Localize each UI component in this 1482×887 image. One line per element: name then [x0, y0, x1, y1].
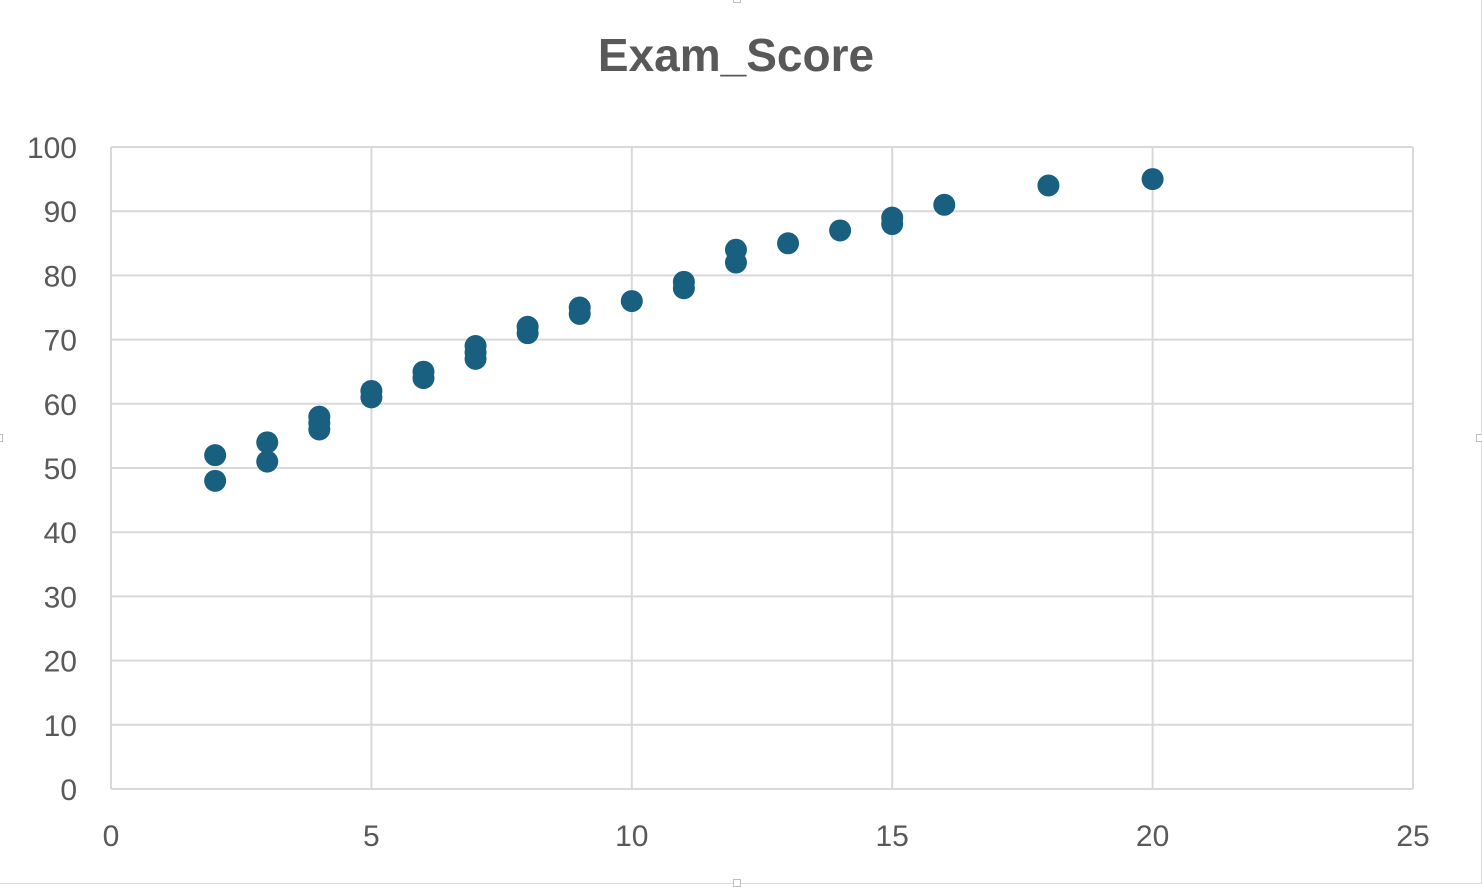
data-point — [308, 405, 331, 428]
data-point — [204, 444, 227, 467]
data-points — [204, 168, 1164, 492]
x-tick-label: 5 — [363, 820, 380, 853]
data-point — [933, 193, 956, 216]
data-point — [620, 290, 643, 313]
data-point — [256, 431, 279, 454]
x-tick-label: 25 — [1396, 820, 1429, 853]
data-point — [568, 296, 591, 319]
resize-handle-right[interactable] — [1476, 434, 1482, 442]
data-point — [829, 219, 852, 242]
data-point — [881, 206, 904, 229]
data-point — [412, 360, 435, 383]
y-tick-label: 20 — [44, 646, 77, 679]
data-point — [672, 270, 695, 293]
data-point — [1037, 174, 1060, 197]
gridlines — [110, 146, 1414, 790]
y-tick-label: 100 — [27, 132, 77, 165]
resize-handle-top[interactable] — [733, 0, 741, 3]
chart-title: Exam_Score — [597, 29, 875, 81]
data-point — [724, 238, 747, 261]
y-tick-label: 10 — [44, 710, 77, 743]
resize-handle-bottom[interactable] — [733, 879, 741, 887]
x-tick-label: 0 — [103, 820, 120, 853]
data-point — [1141, 168, 1164, 191]
y-tick-label: 40 — [44, 517, 77, 550]
y-tick-label: 50 — [44, 453, 77, 486]
y-tick-label: 30 — [44, 581, 77, 614]
y-tick-label: 60 — [44, 389, 77, 422]
resize-handle-left[interactable] — [0, 434, 3, 442]
tick-labels: 0 10 20 30 40 50 60 70 80 90 100 0 5 10 15 20 25 — [27, 132, 1430, 853]
x-tick-label: 10 — [615, 820, 648, 853]
x-tick-label: 15 — [876, 820, 909, 853]
y-tick-label: 80 — [44, 260, 77, 293]
y-tick-label: 0 — [60, 774, 77, 807]
data-point — [464, 335, 487, 358]
y-tick-label: 70 — [44, 325, 77, 358]
x-tick-label: 20 — [1136, 820, 1169, 853]
data-point — [777, 232, 800, 255]
data-point — [360, 379, 383, 402]
data-point — [204, 469, 227, 492]
y-tick-label: 90 — [44, 196, 77, 229]
data-point — [516, 315, 539, 338]
data-point — [256, 450, 279, 473]
